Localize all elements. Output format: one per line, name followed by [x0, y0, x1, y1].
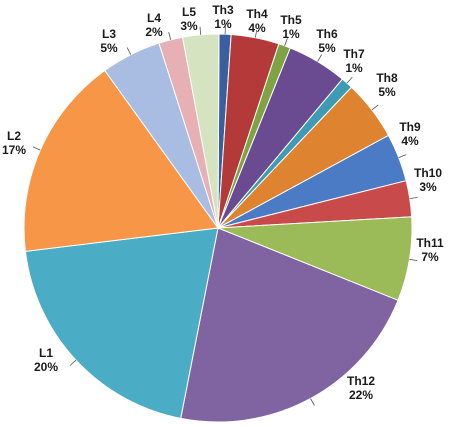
- slice-percent-th5: 1%: [282, 27, 300, 41]
- leader-line-l2: [32, 146, 41, 151]
- slice-percent-th6: 5%: [318, 41, 336, 55]
- leader-line-l3: [126, 47, 132, 55]
- slice-percent-l2: 17%: [2, 143, 26, 157]
- leader-line-l5: [199, 26, 202, 35]
- leader-line-th10: [409, 197, 418, 199]
- leader-line-th12: [310, 398, 315, 406]
- slice-percent-th7: 1%: [345, 61, 363, 75]
- slice-percent-th3: 1%: [214, 17, 232, 31]
- slice-percent-l5: 3%: [180, 19, 198, 33]
- slice-percent-th12: 22%: [349, 388, 373, 402]
- slice-label-th7: Th7: [343, 47, 365, 61]
- slice-label-th11: Th11: [416, 236, 444, 250]
- slice-label-th5: Th5: [280, 13, 302, 27]
- slice-label-th10: Th10: [414, 166, 442, 180]
- leader-line-l1: [69, 359, 77, 366]
- leader-line-th5: [284, 38, 288, 46]
- leader-line-th4: [254, 29, 258, 38]
- leader-line-l4: [168, 32, 172, 40]
- slice-label-th6: Th6: [316, 27, 338, 41]
- pie-slice-l1: [24, 227, 219, 419]
- slice-label-th4: Th4: [246, 7, 268, 21]
- slice-label-l5: L5: [182, 5, 196, 19]
- leader-line-th6: [317, 54, 323, 62]
- slice-percent-th8: 5%: [378, 85, 396, 99]
- pie-slice-th12: [180, 227, 399, 423]
- slice-label-th3: Th3: [212, 3, 234, 17]
- pie-slices: [23, 33, 413, 423]
- leader-line-th7: [346, 76, 353, 84]
- slice-percent-th10: 3%: [419, 180, 437, 194]
- slice-percent-th4: 4%: [248, 21, 266, 35]
- slice-label-l1: L1: [39, 346, 53, 360]
- slice-label-l2: L2: [7, 129, 21, 143]
- leader-line-th11: [409, 258, 418, 261]
- leader-line-th9: [398, 154, 407, 158]
- slice-label-l4: L4: [147, 11, 161, 25]
- leader-lines: [32, 26, 418, 406]
- slice-label-l3: L3: [102, 27, 116, 41]
- slice-label-th12: Th12: [347, 374, 375, 388]
- slice-percent-l3: 5%: [100, 41, 118, 55]
- pie-slice-l2: [23, 69, 219, 252]
- slice-percent-l4: 2%: [145, 25, 163, 39]
- slice-percent-th11: 7%: [421, 250, 439, 264]
- slice-label-th8: Th8: [376, 71, 398, 85]
- slice-label-th9: Th9: [399, 120, 421, 134]
- slice-percent-l1: 20%: [34, 360, 58, 374]
- slice-percent-th9: 4%: [401, 134, 419, 148]
- leader-line-th8: [371, 104, 379, 111]
